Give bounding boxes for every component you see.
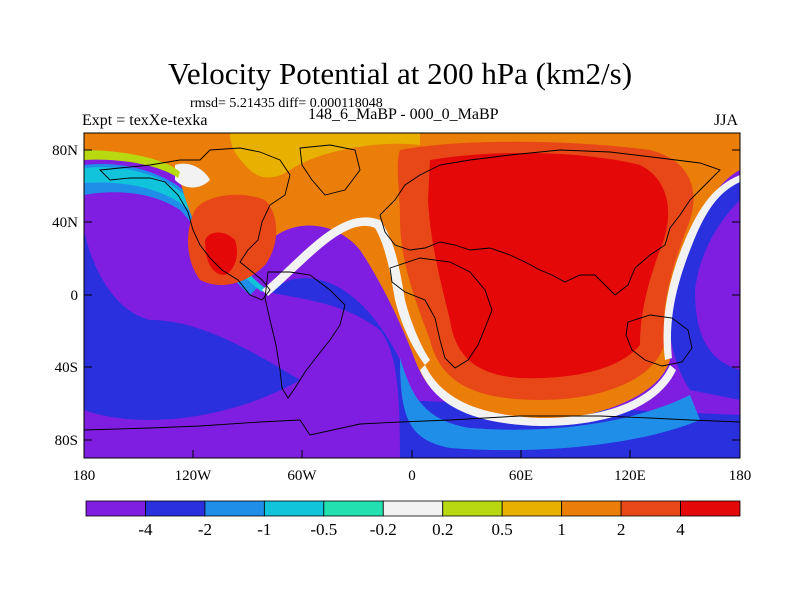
lon-label: 180 xyxy=(73,468,96,484)
contour-field xyxy=(84,133,740,458)
colorbar-label: -1 xyxy=(257,520,271,539)
lon-label: 60E xyxy=(509,468,533,484)
field-region-pos-max xyxy=(428,153,669,379)
colorbar-label: 4 xyxy=(676,520,685,539)
longitude-labels: 180 120W 60W 0 60E 120E 180 xyxy=(73,468,752,484)
colorbar-label: 0.2 xyxy=(432,520,453,539)
field-region-neg4 xyxy=(84,180,400,458)
colorbar-box xyxy=(501,500,563,517)
colorbar-label: -2 xyxy=(198,520,212,539)
colorbar-box xyxy=(382,500,444,517)
coastline-antarctica xyxy=(84,415,740,436)
coastline-eurasia xyxy=(379,149,721,296)
field-band-near-zero xyxy=(262,217,430,365)
field-band-near-zero-east xyxy=(663,175,740,360)
latitude-labels: 80N 40N 0 40S 80S xyxy=(52,143,78,449)
colorbar-box xyxy=(204,500,265,517)
field-band-pos02 xyxy=(84,150,180,178)
colorbar-box xyxy=(323,500,384,517)
colorbar-label: 0.5 xyxy=(492,520,513,539)
coastline-south-america xyxy=(264,271,346,399)
lon-label: 120E xyxy=(614,468,646,484)
colorbar-label: 2 xyxy=(617,520,626,539)
colorbar-box xyxy=(680,500,741,517)
coastline-africa xyxy=(389,257,493,369)
field-region-neg1 xyxy=(400,358,700,451)
colorbar-box xyxy=(263,500,325,517)
comparison-label: 148_6_MaBP - 000_0_MaBP xyxy=(308,106,499,123)
axis-ticks xyxy=(83,149,741,458)
lat-label: 40S xyxy=(55,360,78,376)
lat-label: 80S xyxy=(55,433,78,449)
colorbar-label: -0.2 xyxy=(370,520,397,539)
colorbar-label: -0.5 xyxy=(310,520,337,539)
field-band-near-zero-south xyxy=(420,365,676,426)
coastline-greenland xyxy=(299,144,361,196)
colorbar-label: 1 xyxy=(557,520,566,539)
coastlines xyxy=(84,144,740,436)
coastline-australia xyxy=(625,314,693,367)
colorbar xyxy=(85,500,741,517)
colorbar-box xyxy=(561,500,622,517)
lon-label: 60W xyxy=(287,468,317,484)
season-label: JJA xyxy=(714,112,739,129)
field-band-near-zero-north xyxy=(175,163,210,188)
colorbar-labels: -4 -2 -1 -0.5 -0.2 0.2 0.5 1 2 4 xyxy=(138,520,685,539)
experiment-label: Expt = texXe-texka xyxy=(82,112,208,129)
colorbar-box xyxy=(620,500,681,517)
colorbar-label: -4 xyxy=(138,520,153,539)
coastline-north-america xyxy=(99,147,291,301)
lon-label: 180 xyxy=(729,468,752,484)
lat-label: 0 xyxy=(71,288,79,304)
lat-label: 80N xyxy=(52,143,78,159)
colorbar-box xyxy=(85,500,146,517)
lat-label: 40N xyxy=(52,215,78,231)
colorbar-box xyxy=(442,500,503,517)
lon-label: 120W xyxy=(175,468,213,484)
colorbar-box xyxy=(145,500,206,517)
field-region-americas-pos-max xyxy=(205,232,237,275)
field-region-east-neg4 xyxy=(695,200,740,370)
field-region-pos1 xyxy=(84,133,420,178)
stats-label: rmsd= 5.21435 diff= 0.000118048 xyxy=(190,96,383,111)
lon-label: 0 xyxy=(408,468,416,484)
map-title: Velocity Potential at 200 hPa (km2/s) xyxy=(167,56,633,91)
